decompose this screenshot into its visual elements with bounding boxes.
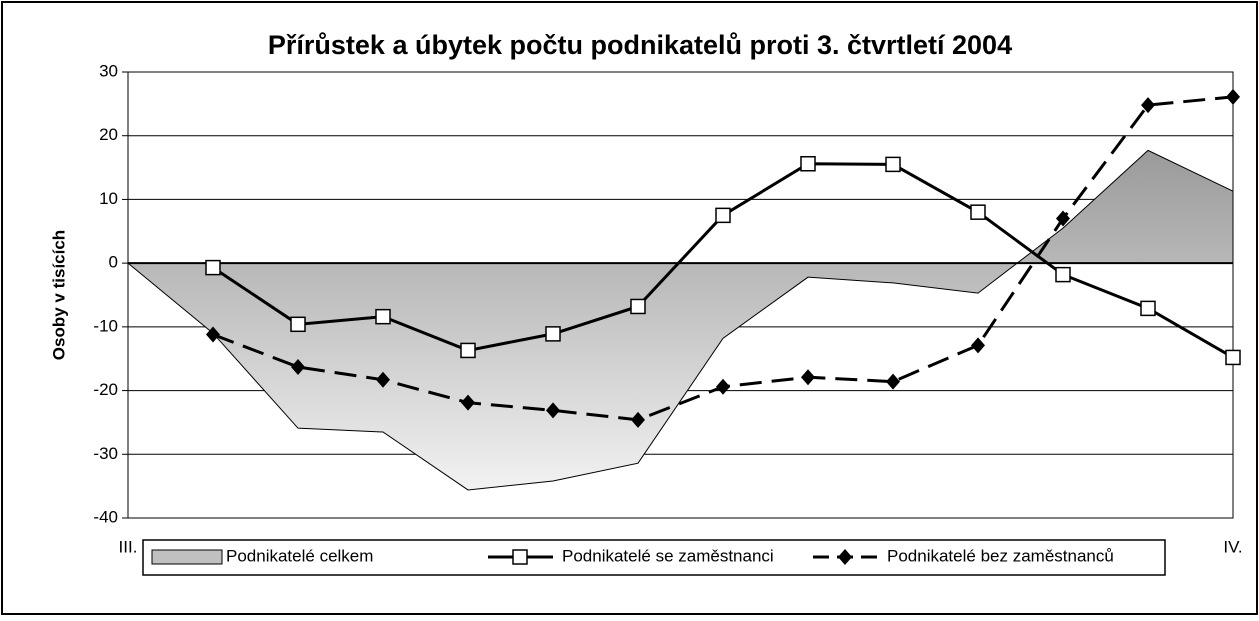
x-tick-label: IV.	[1223, 537, 1242, 556]
marker	[1056, 210, 1070, 227]
marker	[376, 371, 390, 388]
marker	[886, 373, 900, 390]
marker	[716, 378, 730, 395]
y-tick-label: 0	[109, 253, 118, 272]
y-tick-label: -30	[93, 444, 118, 463]
marker	[1141, 97, 1155, 114]
y-tick-label: 20	[99, 125, 118, 144]
y-tick-label: -20	[93, 380, 118, 399]
marker	[206, 326, 220, 343]
legend-label: Podnikatelé celkem	[226, 546, 373, 565]
y-axis-label: Osoby v tisících	[49, 230, 68, 360]
marker	[375, 308, 391, 325]
marker	[291, 358, 305, 375]
legend-marker	[838, 549, 852, 565]
marker	[800, 155, 816, 172]
marker	[1055, 266, 1071, 283]
marker	[885, 156, 901, 173]
y-tick-label: -10	[93, 316, 118, 335]
marker	[630, 298, 646, 315]
marker	[290, 316, 306, 333]
area	[126, 149, 1234, 491]
marker	[545, 326, 561, 342]
legend-swatch	[151, 549, 223, 565]
legend-marker	[512, 549, 528, 565]
marker	[631, 411, 645, 428]
marker	[460, 342, 476, 359]
legend-label: Podnikatelé bez zaměstnanců	[887, 546, 1114, 565]
marker	[971, 337, 985, 354]
marker	[1140, 300, 1156, 317]
marker	[970, 204, 986, 220]
marker	[1226, 88, 1240, 105]
x-tick-label: III.	[119, 537, 138, 556]
marker	[715, 207, 731, 224]
legend-box	[142, 539, 1166, 576]
y-tick-label: 30	[99, 61, 118, 80]
marker	[801, 369, 815, 386]
marker	[546, 402, 560, 419]
marker	[461, 394, 475, 411]
legend-label: Podnikatelé se zaměstnanci	[562, 546, 774, 565]
y-tick-label: 10	[99, 189, 118, 208]
marker	[205, 259, 221, 276]
y-tick-label: -40	[93, 507, 118, 526]
chart-title: Přírůstek a úbytek počtu podnikatelů pro…	[268, 30, 1012, 60]
marker	[1225, 349, 1241, 366]
